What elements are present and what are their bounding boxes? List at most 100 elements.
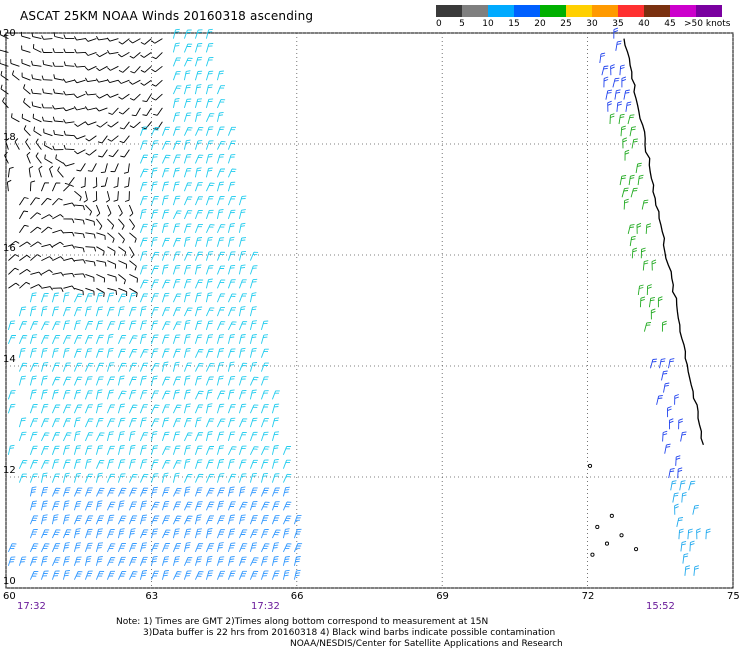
wind-barb [205, 98, 214, 109]
wind-barb [74, 48, 86, 54]
latitude-tick-label: 20 [3, 28, 16, 39]
wind-barb [84, 404, 93, 414]
wind-barb [194, 279, 204, 289]
wind-barb [172, 265, 181, 275]
wind-barb [40, 486, 49, 497]
wind-barb [205, 348, 214, 358]
wind-barb [11, 113, 20, 123]
wind-barb [0, 70, 9, 81]
wind-barb [183, 515, 193, 525]
wind-barb [194, 445, 203, 455]
wind-barb [84, 515, 94, 525]
wind-barb [40, 335, 50, 344]
wind-barb [640, 247, 646, 259]
wind-barb [139, 389, 148, 400]
wind-barb [172, 361, 180, 372]
wind-barb [610, 64, 615, 76]
wind-barb [95, 348, 104, 358]
wind-barb [238, 362, 248, 372]
wind-barb [227, 321, 237, 331]
wind-barb [153, 107, 163, 116]
wind-barb [83, 191, 88, 203]
wind-barb [117, 390, 127, 400]
wind-barb [282, 556, 290, 566]
wind-barb [238, 473, 247, 483]
wind-barb [63, 48, 75, 54]
island [587, 463, 593, 468]
wind-barb [227, 375, 236, 386]
wind-barb [84, 121, 97, 126]
wind-barb [74, 121, 86, 127]
wind-barb [161, 472, 169, 483]
wind-barb [73, 79, 86, 84]
wind-barb [216, 375, 224, 386]
wind-barb [161, 167, 170, 178]
wind-barb [29, 292, 37, 303]
wind-barb [293, 569, 301, 580]
legend-label: 25 [560, 19, 572, 29]
wind-barb [623, 198, 629, 210]
wind-barb [151, 38, 163, 44]
wind-barb [130, 65, 141, 74]
wind-barb [679, 480, 686, 491]
wind-barb [216, 99, 226, 109]
wind-barb [19, 241, 31, 248]
wind-barb [73, 307, 82, 317]
wind-barb [106, 404, 116, 414]
wind-barb [51, 376, 61, 386]
wind-barb [227, 389, 235, 400]
wind-barb [249, 431, 258, 442]
wind-barb [29, 543, 39, 553]
wind-barb [73, 487, 83, 497]
wind-barb [161, 126, 170, 136]
wind-barb [139, 251, 148, 261]
wind-barb [106, 347, 114, 358]
wind-barb [139, 473, 149, 483]
wind-barb [216, 500, 225, 511]
wind-barb [62, 570, 70, 580]
wind-barb [150, 334, 159, 344]
wind-barb [139, 209, 147, 219]
wind-barb [95, 472, 103, 483]
wind-barb [227, 293, 237, 303]
wind-barb [41, 214, 53, 220]
wind-barb [84, 487, 93, 497]
wind-barb [621, 187, 629, 198]
wind-barb [140, 38, 152, 45]
wind-barb [139, 445, 147, 455]
wind-barb [194, 251, 203, 261]
wind-barb [117, 487, 127, 497]
wind-barb [63, 244, 75, 249]
wind-barb [249, 472, 257, 483]
wind-barb [51, 529, 61, 539]
wind-barb [249, 292, 257, 303]
island [609, 513, 614, 518]
wind-barb [161, 195, 169, 206]
wind-barb [260, 543, 270, 553]
wind-barb [282, 445, 292, 455]
wind-barb [63, 231, 75, 237]
wind-barb [151, 79, 163, 87]
wind-barb [62, 335, 72, 344]
wind-barb [117, 543, 127, 553]
footnote-line: Note: 1) Times are GMT 2)Times along bot… [116, 617, 489, 627]
wind-barb [227, 361, 235, 372]
wind-barb [183, 29, 192, 39]
wind-barb [85, 90, 97, 96]
wind-barb [282, 543, 292, 553]
wind-barb [35, 138, 42, 150]
wind-barb [128, 404, 138, 414]
wind-barb [238, 403, 247, 414]
wind-barb [62, 487, 71, 497]
wind-barb [150, 127, 160, 136]
wind-barb [107, 260, 117, 269]
wind-barb [216, 321, 226, 331]
pass-time-label: 17:32 [251, 601, 280, 612]
wind-barb [85, 135, 97, 142]
wind-barb [689, 540, 695, 552]
wind-barb [642, 260, 649, 271]
wind-barb [194, 196, 204, 206]
wind-barb [183, 196, 193, 206]
wind-barb [216, 195, 225, 206]
